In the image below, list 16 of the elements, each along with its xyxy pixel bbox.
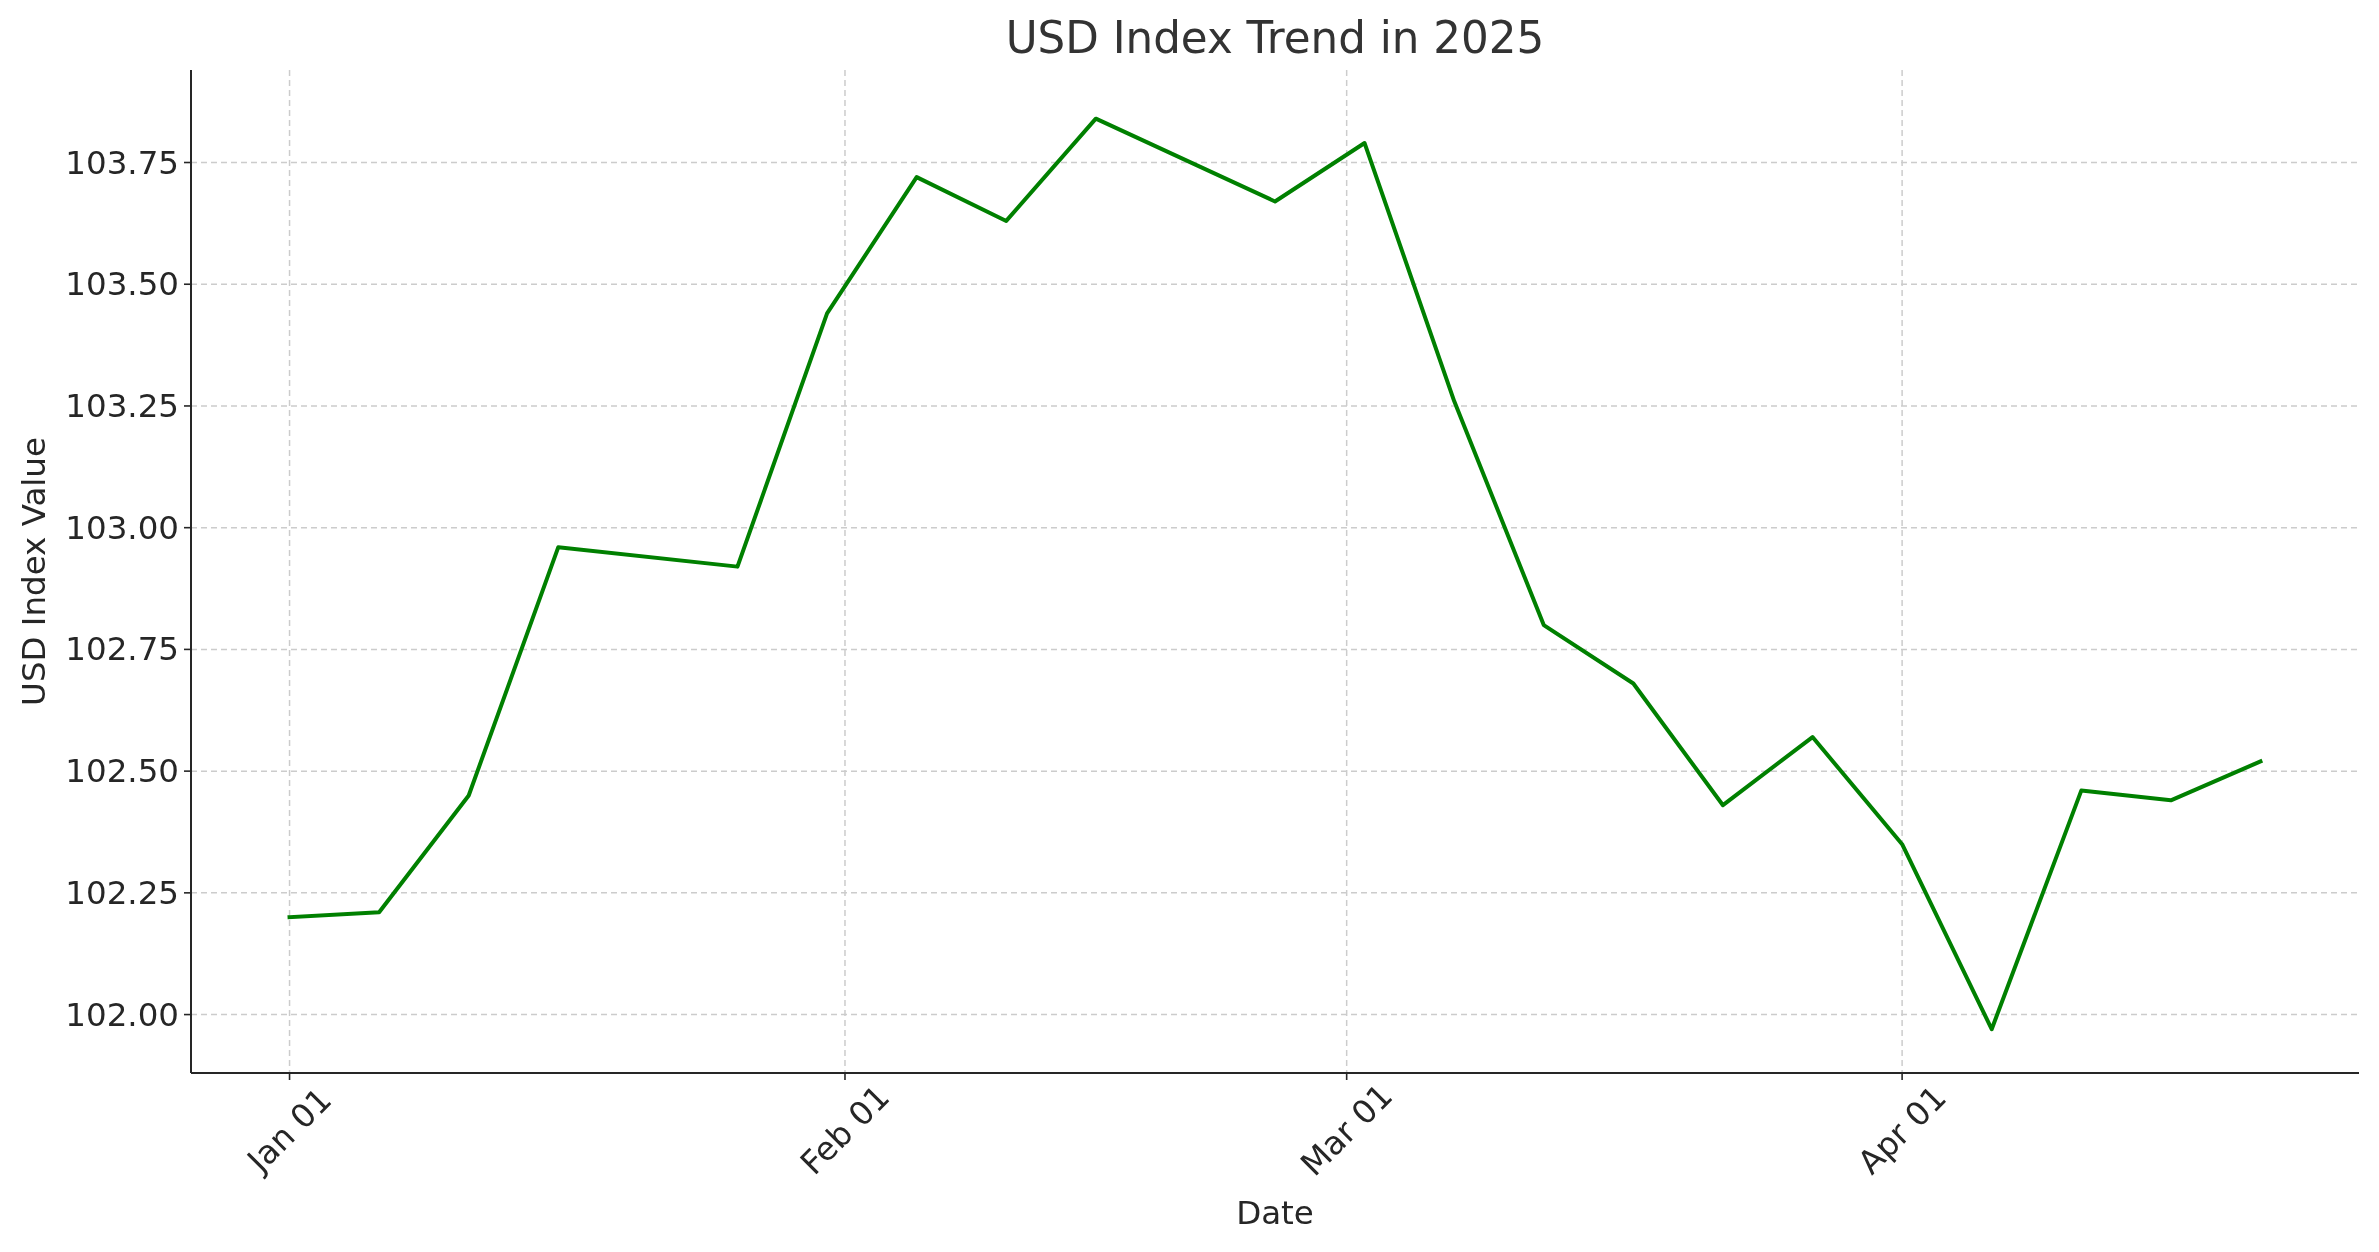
y-tick-label: 103.75 <box>65 143 179 182</box>
x-tick-label: Mar 01 <box>1293 1076 1401 1184</box>
y-tick-label: 103.00 <box>65 508 179 547</box>
line-series <box>287 116 2263 1032</box>
x-tick-label: Feb 01 <box>792 1077 898 1183</box>
y-tick-label: 103.25 <box>65 386 179 425</box>
y-tick-label: 102.25 <box>65 873 179 912</box>
y-tick-label: 103.50 <box>65 265 179 304</box>
y-tick-label: 102.50 <box>65 752 179 791</box>
x-tick-label: Jan 01 <box>238 1080 339 1181</box>
y-tick-label: 102.00 <box>65 995 179 1034</box>
y-tick-label: 102.75 <box>65 630 179 669</box>
y-axis-title: USD Index Value <box>15 437 53 706</box>
x-tick-label: Apr 01 <box>1850 1078 1954 1182</box>
chart-title: USD Index Trend in 2025 <box>1005 13 1545 63</box>
x-axis-title: Date <box>1236 1194 1314 1232</box>
